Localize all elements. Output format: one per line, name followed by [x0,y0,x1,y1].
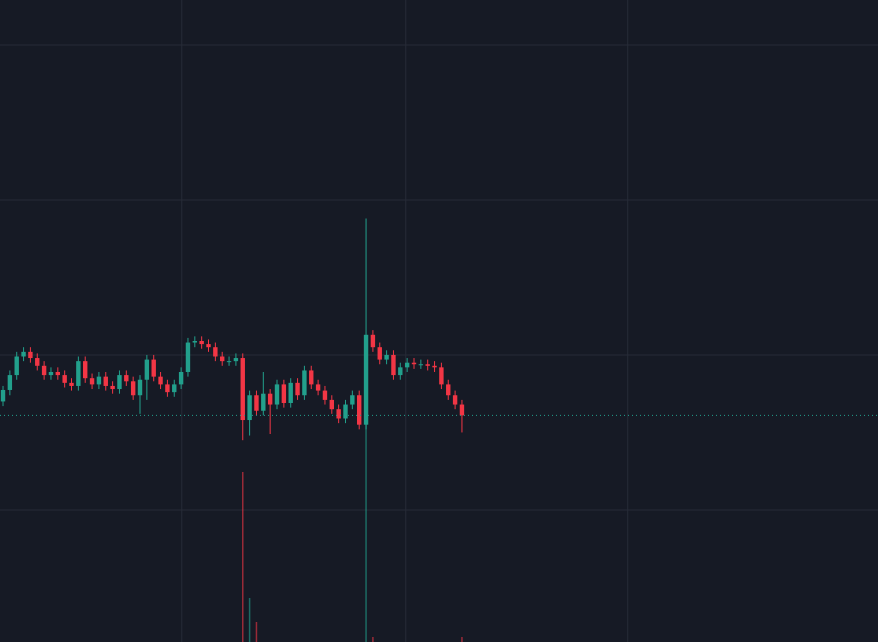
candle-body [309,370,314,385]
candle-body [7,375,13,390]
candle-body [288,382,293,403]
candle-body [370,334,376,348]
candle-body [418,364,424,366]
candle-body [233,358,239,362]
candle-body [124,375,129,382]
candle-body [336,409,341,419]
candle-body [439,367,444,385]
candle-body [343,404,348,419]
candle-body [76,361,81,386]
candle-body [151,359,156,377]
candle-body [274,384,280,405]
candle-body [178,371,184,385]
candle-body [14,356,19,376]
candle-body [144,359,150,380]
candle-body [329,399,335,410]
candle-body [432,365,437,368]
candle-body [48,371,54,376]
candle-body [411,362,417,365]
candle-body [41,365,47,376]
candle-body [295,382,300,396]
candle-body [185,342,191,372]
candle-body [158,376,163,385]
candle-body [425,364,430,366]
candle-body [96,376,102,385]
candle-body [199,340,204,345]
candle-body [384,354,389,360]
candle-body [35,358,40,366]
candle-body [206,344,211,348]
candle-body [240,358,245,421]
candle-body [69,382,74,386]
candle-body [302,370,307,396]
candle-body [247,395,252,421]
candle-body [363,334,369,425]
candle-body [55,371,61,376]
candle-body [452,395,458,405]
candle-body [226,361,232,363]
candle-body [117,375,122,390]
candle-body [350,395,355,405]
candle-body [398,367,403,376]
candle-body [391,354,396,376]
candle-body [267,393,273,405]
candle-body [165,384,170,393]
candle-body [137,379,143,396]
candle-body [254,395,259,411]
candle-body [315,384,321,391]
candle-body [192,340,198,343]
candle-body [459,404,465,416]
candle-body [213,347,218,357]
candle-body [0,389,6,402]
candle-body [130,381,136,396]
candle-body [322,390,328,400]
candle-body [404,362,410,368]
candle-body [28,351,33,359]
candle-body [21,351,26,357]
candle-body [446,384,451,396]
candle-body [103,376,108,386]
candle-body [83,361,88,379]
candle-body [357,395,362,425]
candle-body [261,393,266,411]
candle-body [377,347,382,360]
candle-body [110,385,115,390]
candle-body [172,384,177,393]
candle-body [220,356,225,362]
candle-body [62,375,67,383]
candle-body [281,384,287,403]
candle-body [89,378,95,385]
